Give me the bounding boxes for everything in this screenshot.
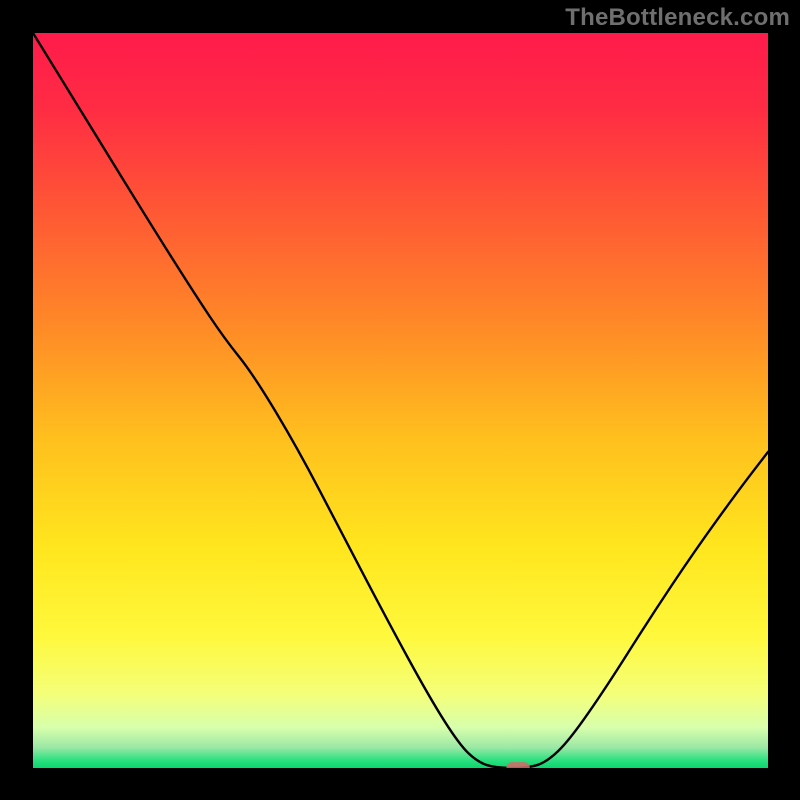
chart-frame: TheBottleneck.com (0, 0, 800, 800)
bottleneck-chart (0, 0, 800, 800)
watermark-text: TheBottleneck.com (565, 4, 790, 32)
gradient-background (33, 33, 768, 768)
